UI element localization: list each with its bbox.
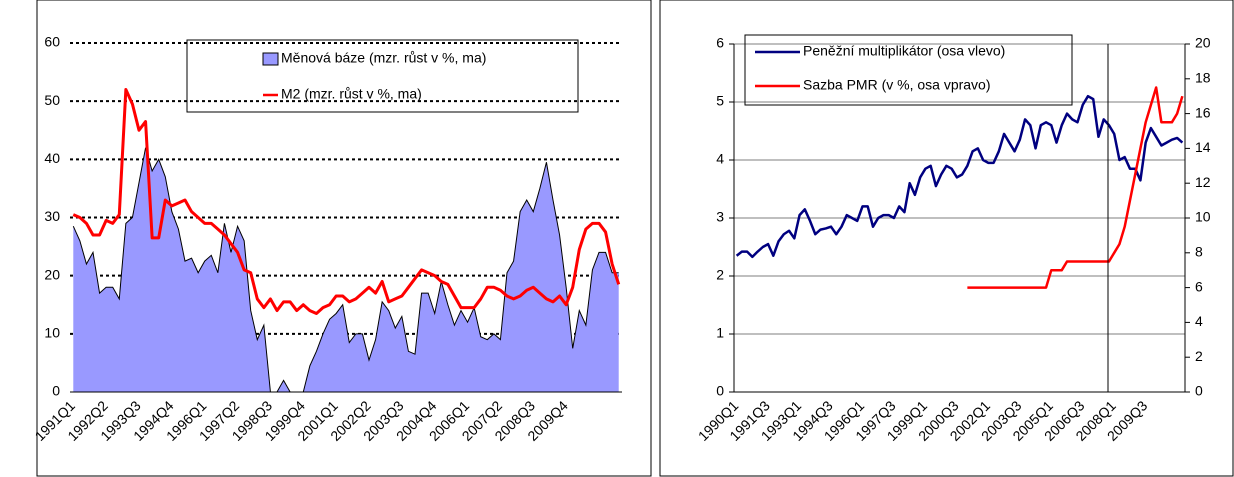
area-outline: [72, 147, 619, 393]
y-tick-label: 30: [44, 208, 60, 224]
y2-tick-label: 4: [1195, 313, 1203, 329]
legend-label: Peněžní multiplikátor (osa vlevo): [803, 43, 1005, 59]
y2-tick-label: 20: [1195, 35, 1211, 51]
legend-label: Měnová báze (mzr. růst v %, ma): [281, 50, 486, 66]
y-tick-label: 40: [44, 150, 60, 166]
legend-swatch: [262, 52, 279, 66]
legend-box: [744, 34, 1073, 106]
y2-tick-label: 8: [1195, 244, 1203, 260]
legend-box: [186, 39, 579, 113]
y-tick-label: 20: [44, 266, 60, 282]
y2-tick-label: 10: [1195, 209, 1211, 225]
y2-tick-label: 12: [1195, 174, 1211, 190]
line: [967, 86, 1184, 289]
y-tick-label: 0: [716, 383, 724, 399]
y-tick-label: 6: [716, 35, 724, 51]
y2-tick-label: 18: [1195, 70, 1211, 86]
y2-tick-label: 16: [1195, 104, 1211, 120]
line: [72, 88, 621, 315]
legend-label: M2 (mzr. růst v %, ma): [281, 86, 422, 102]
y-tick-label: 1: [716, 325, 724, 341]
y-tick-label: 3: [716, 209, 724, 225]
left-frame: [36, 0, 652, 477]
y-tick-label: 50: [44, 92, 60, 108]
y2-tick-label: 14: [1195, 139, 1211, 155]
y2-tick-label: 0: [1195, 383, 1203, 399]
legend-label: Sazba PMR (v %, osa vpravo): [803, 77, 991, 93]
area: [73, 147, 619, 392]
y-tick-label: 2: [716, 267, 724, 283]
line: [735, 94, 1184, 259]
y-tick-label: 10: [44, 325, 60, 341]
legends: Měnová báze (mzr. růst v %, ma) M2 (mzr. …: [262, 43, 1005, 102]
y2-tick-label: 2: [1195, 348, 1203, 364]
right-frame: [659, 0, 1234, 477]
y-tick-label: 0: [52, 383, 60, 399]
y-tick-label: 60: [44, 34, 60, 50]
y2-tick-label: 6: [1195, 278, 1203, 294]
y-tick-label: 4: [716, 151, 724, 167]
y-tick-label: 5: [716, 93, 724, 109]
